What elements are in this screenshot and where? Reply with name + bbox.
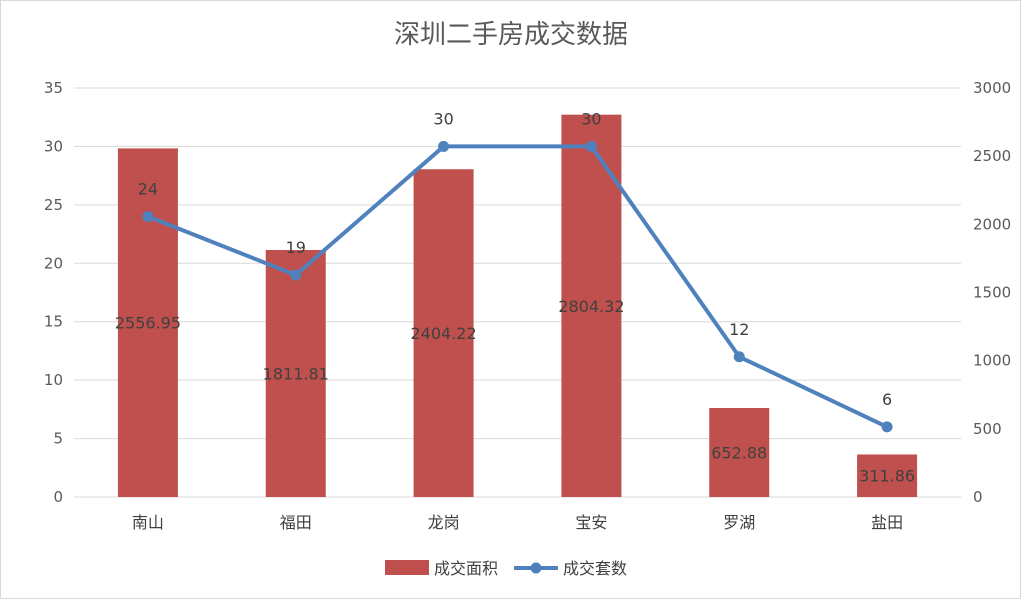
line-data-label: 30: [433, 109, 453, 128]
bar-data-label: 2556.95: [115, 314, 181, 333]
right-tick-label: 1000: [973, 352, 1011, 370]
left-axis: 0 5 10 15 20 25 30 35: [44, 79, 63, 506]
line-point: [585, 140, 597, 152]
bar-data-label: 2404.22: [410, 324, 476, 343]
right-tick-label: 2500: [973, 147, 1011, 165]
bar: [857, 454, 918, 497]
right-tick-label: 1500: [973, 284, 1011, 302]
right-tick-label: 500: [973, 420, 1002, 438]
line-point: [881, 421, 893, 433]
bar: [117, 148, 178, 498]
legend-swatch-marker: [530, 562, 542, 574]
line-data-label: 6: [882, 390, 892, 409]
right-axis: 0 500 1000 1500 2000 2500 3000: [973, 79, 1011, 506]
bar-data-label: 1811.81: [263, 364, 329, 383]
left-tick-label: 25: [44, 196, 63, 214]
category-label: 福田: [280, 513, 312, 532]
legend: 成交面积 成交套数: [385, 559, 627, 578]
gridlines: [74, 87, 961, 498]
category-axis: 南山 福田 龙岗 宝安 罗湖 盐田: [132, 513, 903, 532]
line-series: [142, 140, 893, 433]
line-data-label: 30: [581, 109, 601, 128]
legend-swatch-bar: [385, 560, 429, 575]
left-tick-label: 5: [53, 430, 63, 448]
chart-title: 深圳二手房成交数据: [394, 20, 628, 50]
left-tick-label: 0: [53, 488, 63, 506]
line-data-labels: 24 19 30 30 12 6: [138, 109, 892, 408]
line-data-label: 24: [138, 180, 158, 199]
left-tick-label: 30: [44, 137, 63, 155]
right-tick-label: 3000: [973, 79, 1011, 97]
line-point: [290, 269, 302, 281]
category-label: 宝安: [575, 513, 607, 532]
bar-data-label: 311.86: [859, 467, 915, 486]
bar-series: [117, 114, 918, 498]
right-tick-label: 2000: [973, 215, 1011, 233]
line-data-label: 12: [729, 320, 749, 339]
left-tick-label: 20: [44, 254, 63, 272]
category-label: 罗湖: [723, 513, 755, 532]
category-label: 盐田: [871, 513, 903, 532]
line-point: [438, 140, 450, 152]
left-tick-label: 15: [44, 313, 63, 331]
bar: [709, 407, 770, 497]
right-tick-label: 0: [973, 488, 983, 506]
category-label: 南山: [132, 513, 164, 532]
category-label: 龙岗: [428, 513, 460, 532]
bar: [265, 249, 326, 497]
left-tick-label: 10: [44, 371, 63, 389]
left-tick-label: 35: [44, 79, 63, 97]
bar: [413, 169, 474, 497]
bar-data-label: 652.88: [711, 443, 767, 462]
line-point: [733, 351, 745, 363]
bar-data-label: 2804.32: [558, 297, 624, 316]
series-line: [145, 144, 890, 429]
bar: [561, 114, 622, 497]
legend-label-line: 成交套数: [563, 559, 627, 578]
line-data-label: 19: [286, 238, 306, 257]
legend-label-bar: 成交面积: [434, 559, 498, 578]
line-point: [142, 211, 154, 223]
bar-data-labels: 2556.95 1811.81 2404.22 2804.32 652.88 311.86: [115, 297, 915, 486]
